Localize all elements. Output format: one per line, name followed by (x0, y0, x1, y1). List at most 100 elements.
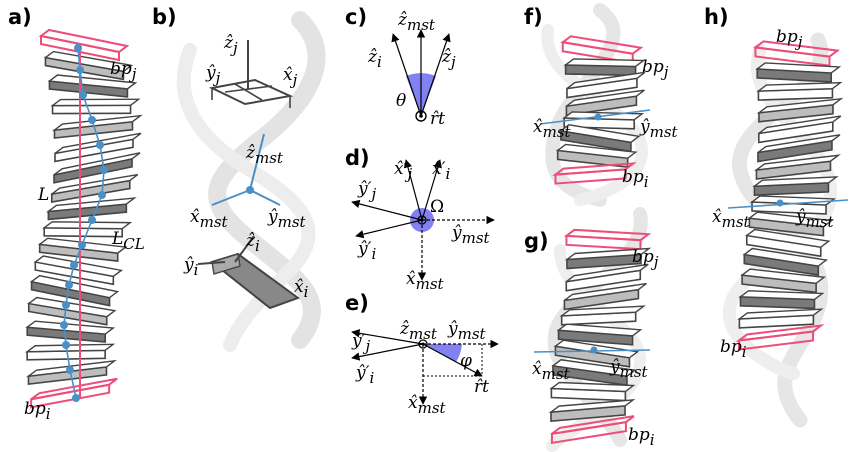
panel-c-label-zi: ẑi (367, 47, 382, 71)
panel-b-bpj-frame (208, 40, 294, 108)
panel-b-label-yi: ŷi (183, 255, 199, 279)
basepair-slab-top (564, 247, 652, 261)
contour-bead (100, 166, 108, 174)
basepair-slab-top (29, 274, 120, 299)
panel-g-basepair-stack (548, 228, 652, 445)
basepair-slab-top (756, 97, 844, 114)
basepair-slab-top (753, 154, 841, 171)
contour-bead (66, 366, 74, 374)
basepair-slab-top (38, 28, 130, 54)
panel-b-bpi-frame (197, 235, 301, 310)
contour-bead (79, 91, 87, 99)
panel-c-zi-arrow (391, 33, 422, 117)
panel-b-label-xmst: x̂mst (190, 207, 229, 231)
basepair-slab-top (745, 228, 831, 248)
contour-bead (60, 321, 68, 329)
panel-c: c) ẑmst ẑi ẑj θ r̂t (345, 5, 456, 129)
panel-a-letter: a) (8, 5, 32, 29)
panel-c-zj-arrow (420, 33, 451, 117)
panel-b-label-xi: x̂i (294, 277, 309, 301)
basepair-slab-top (555, 143, 638, 159)
basepair-slab-top (548, 398, 636, 414)
panel-g-label-bpj: bpj (632, 247, 659, 271)
panel-c-label-zj: ẑj (441, 47, 456, 71)
panel-a-contour-beads (60, 44, 108, 402)
panel-e-label-rt: r̂t (474, 377, 489, 397)
panel-e-label-ymst: ŷmst (447, 319, 487, 343)
panel-f-label-xmst: x̂mst (533, 117, 572, 141)
basepair-slab-top (563, 58, 646, 68)
contour-bead (72, 394, 80, 402)
panel-e-yj-arrow (351, 329, 424, 345)
panel-c-label-zmst: ẑmst (397, 10, 436, 34)
panel-c-label-theta: θ (396, 91, 406, 111)
panel-e-label-phi: φ (460, 351, 472, 371)
panel-a-contour-line (63, 47, 105, 399)
basepair-slab-top (33, 255, 124, 278)
basepair-slab-top (53, 152, 141, 176)
panel-d-yj-arrow (351, 199, 423, 221)
basepair-slab-top (30, 377, 118, 401)
panel-f-label-bpi: bpi (622, 167, 649, 191)
panel-a: a) bpj L LCL bpi (8, 5, 145, 423)
panel-b: b) ẑj ŷj x̂j ẑmst x̂mst ŷmst (152, 5, 326, 352)
basepair-slab-top (740, 268, 826, 285)
contour-bead (70, 261, 78, 269)
contour-bead (96, 141, 104, 149)
contour-bead (62, 301, 70, 309)
basepair-slab-top (757, 134, 841, 154)
panel-d-xi-arrow (421, 159, 442, 221)
panel-h-mst-line (727, 199, 849, 209)
basepair-slab-top (24, 343, 116, 353)
panel-d-xj-arrow (403, 159, 423, 221)
panel-h-label-xmst: x̂mst (712, 207, 751, 231)
basepair-slab-top (756, 81, 843, 92)
panel-d-label-xmst: x̂mst (406, 269, 445, 293)
contour-bead (98, 191, 106, 199)
panel-h-label-ymst: ŷmst (795, 207, 835, 231)
panel-b-letter: b) (152, 5, 177, 29)
basepair-slab-top (563, 228, 652, 242)
basepair-slab-top (51, 173, 139, 195)
contour-bead (88, 216, 96, 224)
contour-bead (76, 66, 84, 74)
panel-d-label-xi: x̂′i (432, 159, 450, 183)
basepair-slab-top (737, 308, 824, 320)
panel-g: g) bpj bpi x̂mst ŷmst (524, 207, 659, 452)
basepair-slab-top (559, 124, 641, 144)
basepair-slab-top (47, 74, 138, 90)
contour-bead (62, 341, 70, 349)
basepair-slab-top (747, 211, 834, 228)
panel-d-label-xj: x̂′j (394, 159, 412, 183)
basepair-slab-top (43, 50, 134, 73)
basepair-slab-top (551, 415, 635, 435)
panel-h-label-bpi: bpi (720, 337, 747, 361)
basepair-slab-top (738, 290, 825, 301)
panel-f: f) bpj bpi x̂mst ŷmst (524, 3, 679, 207)
panel-d-letter: d) (345, 146, 370, 170)
basepair-slab-top (758, 115, 842, 135)
panel-c-letter: c) (345, 5, 367, 29)
panel-e-label-zmst: ẑmst (399, 319, 438, 343)
panel-b-backbone-front (208, 11, 326, 349)
panel-h-label-bpj: bpj (776, 27, 803, 51)
panel-e-label-xmst: x̂mst (408, 393, 447, 417)
panel-f-letter: f) (524, 5, 543, 29)
panel-d-label-yi: ŷ′i (357, 239, 376, 263)
panel-a-label-LCL: LCL (111, 229, 145, 253)
basepair-slab-top (45, 197, 137, 213)
basepair-slab-top (560, 35, 644, 55)
panel-f-label-ymst: ŷmst (639, 117, 679, 141)
panel-d-label-ymst: ŷmst (451, 223, 491, 247)
basepair-slab-top (755, 62, 842, 74)
basepair-slab-top (752, 40, 841, 58)
panel-b-label-ymst: ŷmst (267, 207, 307, 231)
panel-h: h) bpj bpi x̂mst ŷmst (704, 5, 849, 428)
panel-b-label-zi: ẑi (245, 231, 260, 255)
panel-e: e) ẑmst ŷmst ŷ′j ŷ′i φ r̂t x̂mst (345, 291, 499, 417)
panel-b-label-xj: x̂j (283, 65, 298, 89)
panel-g-label-ymst: ŷmst (609, 357, 649, 381)
panel-a-label-L: L (37, 185, 49, 205)
panel-b-label-zmst: ẑmst (245, 143, 284, 167)
